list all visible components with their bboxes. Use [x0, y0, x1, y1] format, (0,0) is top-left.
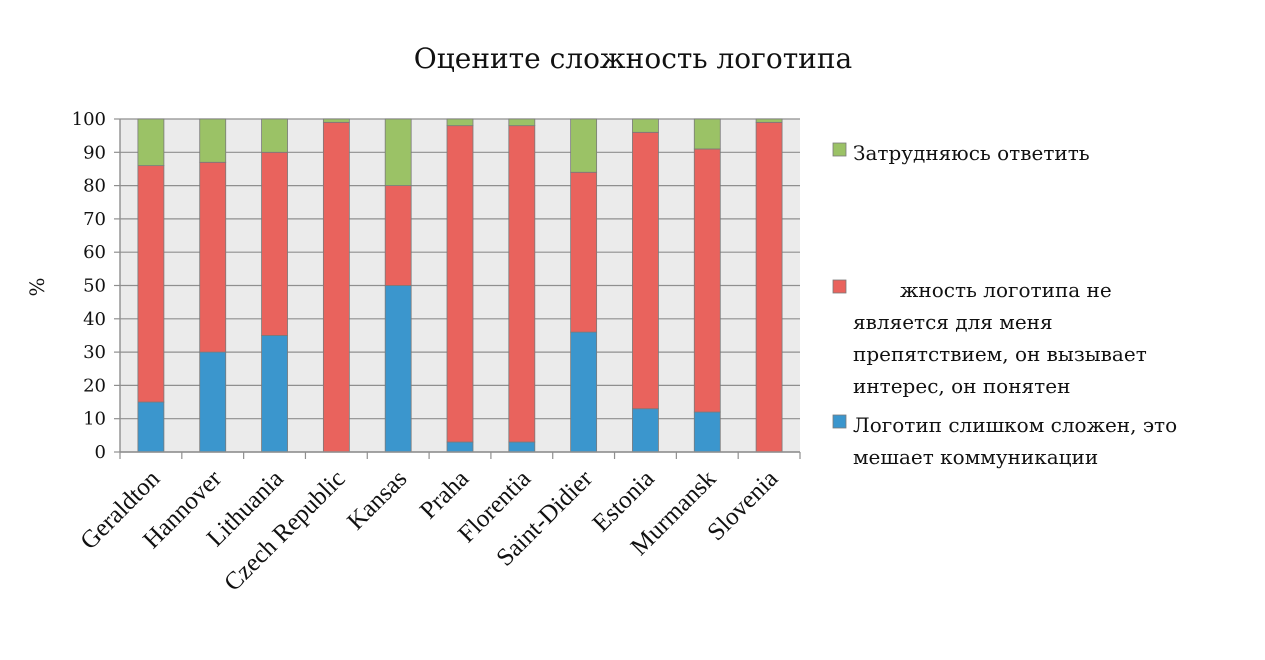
bar-segment — [632, 131, 659, 410]
bar-segment — [755, 121, 783, 453]
legend-label: интерес, он понятен — [853, 374, 1070, 398]
y-axis-label: % — [25, 277, 49, 296]
bar-segment — [199, 161, 227, 353]
bar-segment — [137, 401, 165, 453]
y-tick-label: 50 — [83, 276, 106, 297]
legend-swatch — [832, 414, 847, 429]
y-tick-label: 100 — [72, 109, 106, 130]
bar-segment — [570, 171, 598, 333]
y-tick-label: 20 — [83, 375, 106, 396]
bar-segment — [570, 118, 598, 173]
y-tick-label: 40 — [83, 309, 106, 330]
bar-segment — [446, 118, 474, 127]
bar-segment — [693, 411, 721, 453]
bar-segment — [137, 118, 165, 167]
bar-segment — [693, 148, 721, 413]
bar-segment — [632, 408, 659, 453]
bar-segment — [322, 118, 350, 123]
y-tick-label: 80 — [83, 176, 106, 197]
bar-segment — [755, 118, 783, 123]
legend: Затрудняюсь ответить жность логотипа не яв… — [832, 141, 1177, 469]
y-tick-label: 0 — [95, 442, 106, 463]
bar-segment — [508, 118, 536, 127]
x-category-label: Kansas — [342, 465, 412, 535]
y-tick-label: 60 — [83, 242, 106, 263]
bar-segment — [446, 125, 474, 443]
legend-label: жность логотипа не — [900, 278, 1112, 302]
legend-label: мешает коммуникации — [853, 445, 1098, 469]
legend-label: Логотип слишком сложен, это — [853, 413, 1177, 437]
y-tick-label: 90 — [83, 142, 106, 163]
chart-title: Оцените сложность логотипа — [414, 42, 852, 75]
bar-segment — [261, 151, 288, 336]
bar-segment — [384, 285, 412, 453]
y-tick-label: 30 — [83, 342, 106, 363]
bar-segment — [446, 441, 474, 453]
legend-swatch — [832, 279, 847, 294]
bar-segment — [199, 351, 227, 453]
bar-segment — [508, 125, 536, 443]
bars — [137, 118, 783, 453]
bar-segment — [693, 118, 721, 150]
bar-segment — [632, 118, 659, 133]
legend-label: является для меня — [853, 310, 1053, 334]
bar-segment — [261, 118, 288, 153]
bar-segment — [384, 185, 412, 286]
bar-segment — [261, 335, 288, 453]
y-tick-label: 10 — [83, 409, 106, 430]
bar-segment — [199, 118, 227, 163]
legend-swatch — [832, 142, 847, 157]
y-axis-ticks: 0 10 20 30 40 50 60 70 80 90 100 — [72, 109, 120, 463]
y-tick-label: 70 — [83, 209, 106, 230]
legend-label: Затрудняюсь ответить — [853, 141, 1090, 165]
bar-segment — [137, 165, 165, 403]
bar-segment — [570, 331, 598, 453]
bar-segment — [508, 441, 536, 453]
legend-label: препятствием, он вызывает — [853, 342, 1147, 366]
bar-segment — [384, 118, 412, 186]
bar-segment — [322, 121, 350, 453]
